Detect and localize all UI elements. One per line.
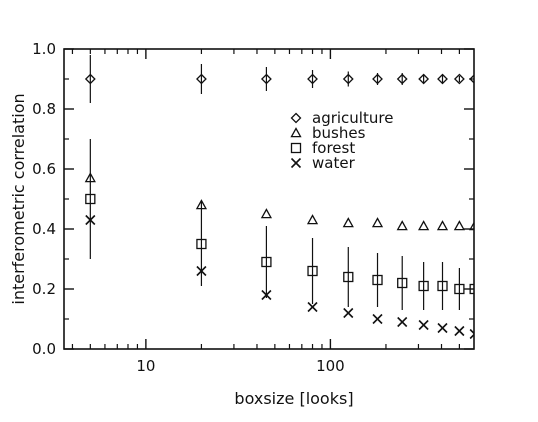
plot-frame xyxy=(63,48,475,350)
data-point xyxy=(418,280,429,292)
data-point xyxy=(261,256,272,268)
y-tick-label: 0.2 xyxy=(32,280,56,298)
data-point xyxy=(343,271,354,283)
x-axis-label: boxsize [looks] xyxy=(234,389,353,408)
axes: 0.0 0.2 0.4 0.6 0.8 1.0 10 100 xyxy=(32,40,474,375)
plot-area xyxy=(63,48,475,350)
data-point xyxy=(453,73,465,85)
y-tick-label: 0.8 xyxy=(32,100,56,118)
legend-marker xyxy=(290,127,302,138)
series-forest xyxy=(85,139,474,310)
x-tick-label: 100 xyxy=(316,357,345,375)
data-point xyxy=(371,217,384,228)
data-point xyxy=(397,277,408,289)
data-point xyxy=(418,220,430,231)
data-point xyxy=(469,328,474,340)
data-point xyxy=(454,283,465,295)
data-series xyxy=(84,55,474,340)
data-point xyxy=(307,265,318,277)
y-tick-label: 1.0 xyxy=(32,40,56,58)
data-point xyxy=(196,73,207,85)
data-point xyxy=(85,193,96,205)
series-bushes xyxy=(84,172,474,231)
data-point xyxy=(372,73,383,85)
data-point xyxy=(437,73,448,85)
data-point xyxy=(453,220,465,231)
series-group xyxy=(84,55,474,340)
series-water xyxy=(85,214,474,340)
legend-item: water xyxy=(290,154,356,172)
series-agriculture xyxy=(84,55,474,103)
data-point xyxy=(372,274,383,286)
data-point xyxy=(418,73,430,85)
y-tick-label: 0.4 xyxy=(32,220,56,238)
legend-item: forest xyxy=(290,139,355,157)
data-point xyxy=(396,73,408,85)
data-point xyxy=(260,208,273,219)
data-point xyxy=(454,325,465,337)
legend-marker xyxy=(290,112,302,124)
data-point xyxy=(397,316,408,328)
data-point xyxy=(436,220,449,231)
data-point xyxy=(342,217,354,228)
data-point xyxy=(396,220,408,231)
y-axis-label: interferometric correlation xyxy=(9,93,28,304)
data-point xyxy=(85,214,96,226)
legend-marker xyxy=(290,157,302,169)
data-point xyxy=(372,313,383,325)
data-point xyxy=(343,307,354,319)
data-point xyxy=(469,283,474,295)
legend-item: agriculture xyxy=(290,109,393,127)
y-tick-label: 0.6 xyxy=(32,160,56,178)
legend-item: bushes xyxy=(290,124,366,142)
data-point xyxy=(307,73,318,85)
data-point xyxy=(196,265,207,277)
data-point xyxy=(437,280,448,292)
legend-label: forest xyxy=(312,139,355,157)
legend-label: bushes xyxy=(312,124,366,142)
data-point xyxy=(84,73,96,85)
legend-label: water xyxy=(312,154,356,172)
y-tick-label: 0.0 xyxy=(32,340,56,358)
data-point xyxy=(307,301,318,313)
data-point xyxy=(469,221,474,231)
legend-label: agriculture xyxy=(312,109,393,127)
data-point xyxy=(260,73,272,85)
data-point xyxy=(342,73,354,85)
x-tick-label: 10 xyxy=(136,357,155,375)
data-point xyxy=(418,319,429,331)
legend-marker xyxy=(290,142,302,154)
data-point xyxy=(261,289,272,301)
data-point xyxy=(306,214,319,225)
data-point xyxy=(437,322,448,334)
data-point xyxy=(196,238,207,250)
data-point xyxy=(469,74,474,84)
